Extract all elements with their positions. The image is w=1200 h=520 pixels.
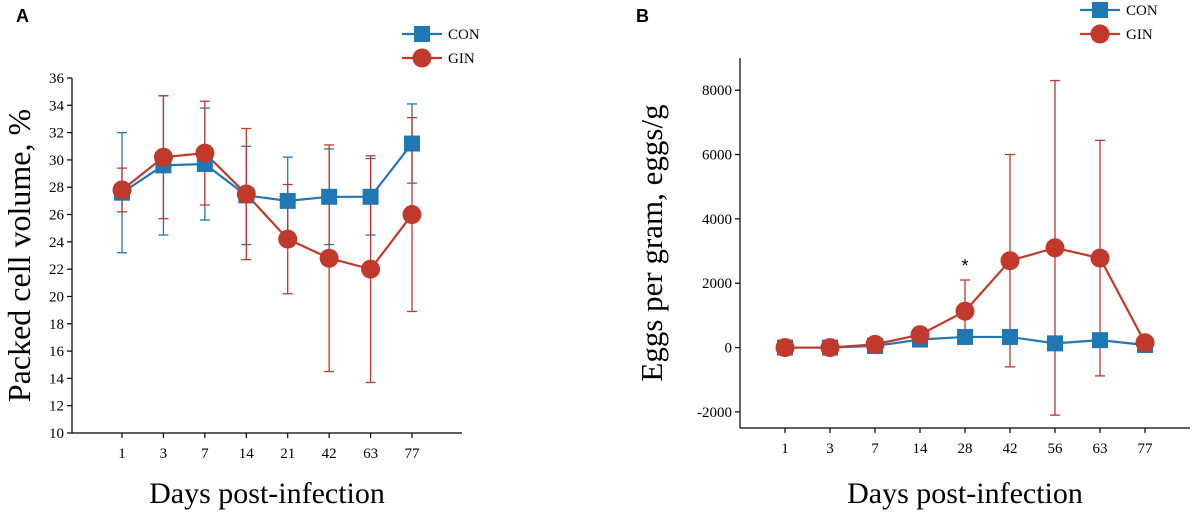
y-tick-label: 28: [49, 180, 64, 196]
y-tick-label: 30: [49, 153, 64, 169]
x-tick-label: 3: [160, 446, 168, 462]
legend-con-marker: [1092, 2, 1108, 18]
x-tick-label: 56: [1048, 441, 1064, 457]
gin-data-point: [1045, 238, 1065, 258]
gin-data-point: [1090, 248, 1110, 268]
panel-b-letter: B: [636, 6, 649, 26]
y-tick-label: -2000: [697, 405, 732, 421]
y-tick-label: 10: [49, 426, 64, 442]
legend-con-marker: [414, 26, 430, 42]
gin-data-point: [361, 259, 381, 279]
gin-data-point: [402, 205, 422, 225]
gin-data-point: [1135, 333, 1155, 353]
gin-data-point: [910, 325, 930, 345]
gin-data-point: [865, 334, 885, 354]
x-tick-label: 21: [280, 446, 295, 462]
x-tick-label: 28: [958, 441, 973, 457]
y-tick-label: 36: [49, 71, 65, 87]
y-tick-label: 2000: [702, 276, 732, 292]
gin-data-point: [1000, 251, 1020, 271]
y-axis-title: Packed cell volume, %: [1, 109, 37, 402]
gin-data-point: [319, 248, 339, 268]
con-data-point: [404, 135, 420, 152]
y-tick-label: 32: [49, 126, 64, 142]
gin-data-point: [112, 180, 132, 200]
legend-gin-marker: [412, 48, 432, 68]
y-tick-label: 4000: [702, 212, 732, 228]
x-axis-title: Days post-infection: [149, 477, 385, 510]
y-axis-title: Eggs per gram, eggs/g: [634, 104, 669, 381]
x-tick-label: 7: [871, 441, 879, 457]
x-tick-label: 77: [405, 446, 421, 462]
gin-data-point: [236, 184, 256, 204]
y-tick-label: 0: [725, 341, 733, 357]
y-tick-label: 18: [49, 317, 64, 333]
x-tick-label: 1: [118, 446, 126, 462]
gin-data-point: [278, 229, 298, 249]
con-data-point: [362, 188, 379, 205]
x-tick-label: 77: [1138, 441, 1154, 457]
y-tick-label: 8000: [702, 83, 732, 99]
y-tick-label: 24: [49, 235, 65, 251]
y-tick-label: 16: [49, 344, 65, 360]
x-tick-label: 7: [201, 446, 209, 462]
x-tick-label: 42: [1003, 441, 1018, 457]
gin-data-point: [955, 301, 975, 321]
y-tick-label: 20: [49, 289, 64, 305]
y-tick-label: 34: [49, 98, 65, 114]
x-tick-label: 63: [1093, 441, 1108, 457]
legend-con-label: CON: [448, 27, 480, 43]
panel-b-chart: B -2000 0 2000 4000 6000 8000 1 3 7 14 28 42 56 63 77 E…: [634, 2, 1190, 510]
gin-data-point: [195, 143, 215, 163]
legend-gin-label: GIN: [448, 51, 475, 67]
panel-a-chart: A 10 12 14 16 18 20 22 24 26 28 30 32 34 36 1 3 7 14 21 42 6…: [1, 6, 480, 510]
x-tick-label: 3: [826, 441, 834, 457]
y-tick-label: 6000: [702, 148, 732, 164]
gin-data-point: [775, 338, 795, 358]
con-data-point: [1047, 335, 1063, 352]
y-tick-label: 26: [49, 208, 65, 224]
x-tick-label: 14: [913, 441, 929, 457]
y-tick-label: 12: [49, 399, 64, 415]
legend-gin-label: GIN: [1126, 27, 1153, 43]
con-data-point: [1002, 328, 1018, 345]
x-axis-title: Days post-infection: [847, 477, 1083, 510]
x-tick-label: 14: [239, 446, 255, 462]
gin-data-point: [153, 147, 173, 167]
con-data-point: [957, 328, 973, 345]
x-tick-label: 63: [363, 446, 378, 462]
x-tick-label: 42: [322, 446, 337, 462]
significance-asterisk: *: [961, 256, 968, 276]
con-data-point: [321, 188, 338, 205]
con-data-point: [1092, 332, 1108, 349]
y-tick-label: 14: [49, 371, 65, 387]
legend-gin-marker: [1090, 24, 1110, 44]
legend-con-label: CON: [1126, 3, 1158, 19]
panel-a-letter: A: [16, 6, 29, 26]
x-tick-label: 1: [781, 441, 789, 457]
y-tick-label: 22: [49, 262, 64, 278]
con-data-point: [279, 192, 296, 209]
gin-data-point: [820, 338, 840, 358]
